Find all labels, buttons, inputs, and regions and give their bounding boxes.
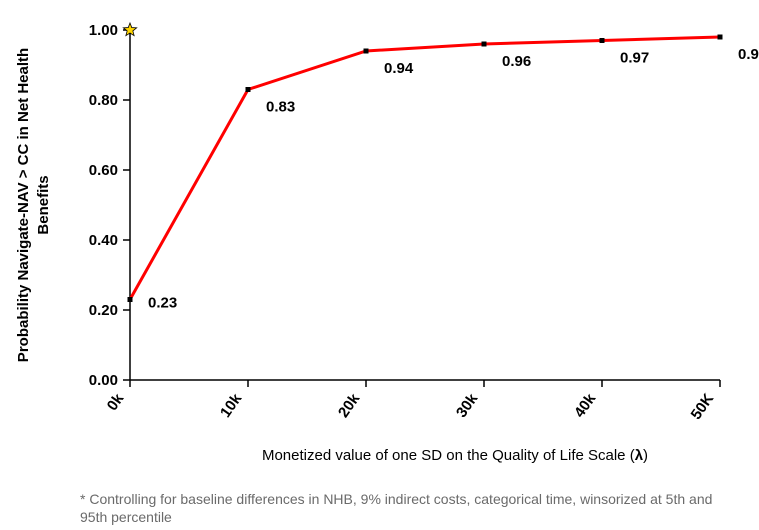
series-marker [482,42,487,47]
series-marker [600,38,605,43]
y-axis-label: Benefits [35,175,52,234]
y-tick-label: 0.60 [89,162,118,179]
y-tick-label: 0.80 [89,92,118,109]
point-label: 0.97 [620,50,649,67]
series-line [130,37,720,300]
y-tick-label: 0.20 [89,302,118,319]
y-tick-label: 0.00 [89,372,118,389]
point-label: 0.83 [266,99,295,116]
series-marker [246,87,251,92]
point-label: 0.98 [738,46,759,63]
series-marker [128,297,133,302]
x-tick-label: 50K [688,390,718,422]
x-tick-label: 30k [453,390,482,421]
chart-container: 0.00 0.20 0.40 0.60 0.80 1.00 0k 10k 20k 30k 40k 50… [0,0,759,530]
point-label: 0.96 [502,53,531,70]
x-tick-label: 20k [335,390,364,421]
y-tick-label: 1.00 [89,22,118,39]
footnote-text: * Controlling for baseline differences i… [80,490,720,526]
point-label: 0.94 [384,60,414,77]
x-tick-label: 10k [217,390,246,421]
line-chart: 0.00 0.20 0.40 0.60 0.80 1.00 0k 10k 20k 30k 40k 50… [0,0,759,490]
x-axis-label: Monetized value of one SD on the Quality… [262,447,648,464]
point-label: 0.23 [148,295,177,312]
x-tick-label: 0k [104,390,128,414]
series-marker [364,49,369,54]
y-axis-label: Probability Navigate-NAV > CC in Net Hea… [15,48,32,362]
x-tick-label: 40k [571,390,600,421]
y-tick-label: 0.40 [89,232,118,249]
series-marker [718,35,723,40]
